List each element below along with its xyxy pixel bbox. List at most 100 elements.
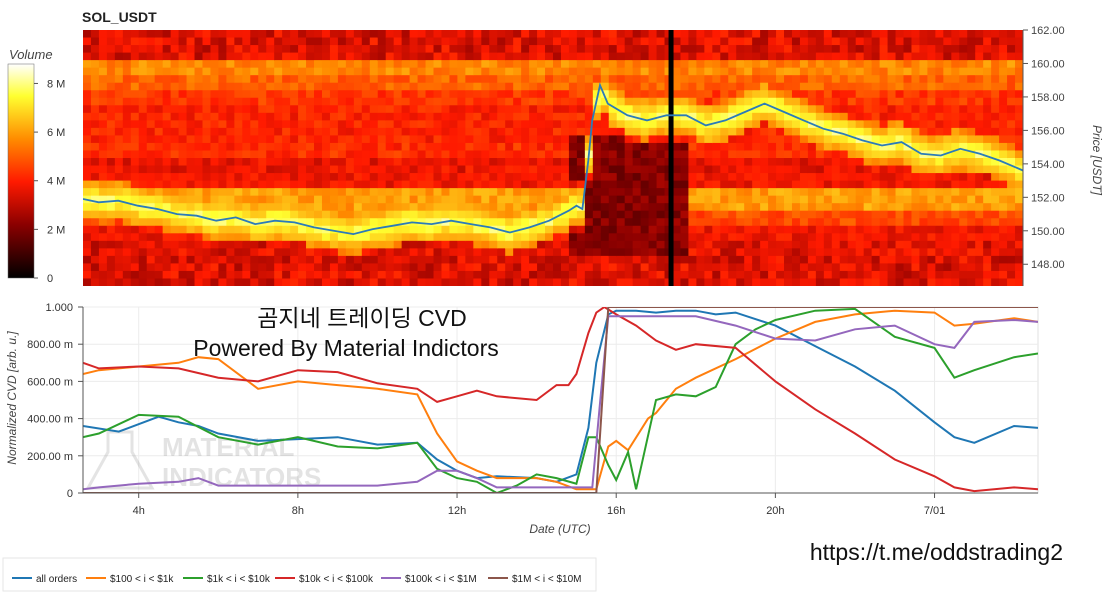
heatmap-cell	[983, 188, 992, 197]
heatmap-cell	[712, 195, 721, 204]
heatmap-cell	[887, 45, 897, 54]
heatmap-cell	[784, 112, 793, 121]
heatmap-cell	[863, 270, 873, 280]
heatmap-cell	[306, 67, 315, 76]
heatmap-cell	[943, 112, 952, 121]
cvd-series-line	[83, 315, 1038, 491]
heatmap-cell	[529, 158, 538, 167]
heatmap-cell	[210, 225, 220, 234]
heatmap-cell	[927, 52, 936, 61]
heatmap-cell	[210, 203, 220, 212]
heatmap-cell	[218, 225, 227, 234]
legend-label[interactable]: $1k < i < $10k	[207, 574, 271, 585]
heatmap-cell	[290, 180, 299, 189]
heatmap-cell	[545, 112, 554, 121]
heatmap-cell	[784, 60, 793, 69]
heatmap-cell	[186, 97, 196, 106]
heatmap-cell	[98, 120, 108, 129]
heatmap-cell	[600, 150, 610, 159]
heatmap-cell	[712, 67, 721, 76]
heatmap-cell	[409, 82, 419, 91]
heatmap-cell	[560, 210, 570, 219]
legend-label[interactable]: $10k < i < $100k	[299, 574, 374, 585]
heatmap-cell	[784, 120, 793, 129]
heatmap-cell	[999, 120, 1008, 129]
heatmap-cell	[600, 210, 610, 219]
heatmap-cell	[935, 180, 944, 189]
heatmap-cell	[314, 203, 323, 212]
heatmap-cell	[975, 203, 984, 212]
heatmap-cell	[704, 82, 713, 91]
heatmap-cell	[959, 60, 968, 69]
legend-label[interactable]: $100 < i < $1k	[110, 574, 174, 585]
heatmap-cell	[154, 127, 164, 137]
heatmap-cell	[449, 240, 459, 249]
heatmap-cell	[648, 270, 658, 280]
heatmap-cell	[545, 255, 554, 265]
heatmap-cell	[226, 180, 235, 189]
heatmap-cell	[919, 255, 929, 265]
heatmap-cell	[712, 240, 721, 249]
price-tick-label: 158.00	[1031, 92, 1065, 104]
heatmap-cell	[361, 75, 371, 84]
heatmap-cell	[640, 255, 650, 265]
legend-label[interactable]: all orders	[36, 574, 77, 585]
heatmap-cell	[616, 112, 626, 121]
heatmap-cell	[959, 120, 968, 129]
heatmap-cell	[114, 158, 124, 167]
heatmap-cell	[194, 173, 204, 182]
heatmap-cell	[927, 82, 936, 91]
heatmap-cell	[600, 105, 610, 114]
heatmap-cell	[449, 135, 459, 144]
telegram-url[interactable]: https://t.me/oddstrading2	[810, 539, 1063, 565]
heatmap-cell	[218, 203, 227, 212]
heatmap-cell	[720, 37, 729, 46]
heatmap-cell	[768, 233, 777, 242]
heatmap-cell	[226, 248, 235, 257]
heatmap-cell	[234, 75, 243, 84]
heatmap-cell	[839, 278, 849, 286]
heatmap-cell	[353, 218, 363, 227]
heatmap-cell	[210, 195, 220, 204]
heatmap-cell	[999, 188, 1008, 197]
heatmap-cell	[999, 195, 1008, 204]
heatmap-cell	[425, 52, 435, 61]
heatmap-cell	[513, 240, 522, 249]
heatmap-cell	[162, 127, 172, 137]
heatmap-cell	[553, 165, 562, 174]
heatmap-cell	[632, 203, 642, 212]
heatmap-cell	[489, 105, 498, 114]
heatmap-cell	[815, 210, 825, 219]
heatmap-cell	[847, 105, 857, 114]
legend-label[interactable]: $1M < i < $10M	[512, 574, 581, 585]
heatmap-cell	[505, 173, 514, 182]
heatmap-cell	[226, 75, 235, 84]
heatmap-cell	[425, 120, 435, 129]
heatmap-cell	[98, 195, 108, 204]
heatmap-cell	[935, 82, 944, 91]
heatmap-cell	[529, 120, 538, 129]
heatmap-cell	[154, 203, 164, 212]
heatmap-cell	[345, 180, 355, 189]
heatmap-cell	[600, 120, 610, 129]
heatmap-cell	[799, 278, 809, 286]
heatmap-cell	[162, 97, 172, 106]
heatmap-cell	[162, 278, 172, 286]
heatmap-cell	[760, 45, 769, 54]
heatmap-cell	[138, 37, 148, 46]
heatmap-cell	[991, 120, 1000, 129]
heatmap-cell	[776, 158, 785, 167]
heatmap-cell	[274, 45, 283, 54]
heatmap-cell	[887, 195, 897, 204]
heatmap-cell	[560, 270, 570, 280]
heatmap-cell	[616, 67, 626, 76]
heatmap-cell	[815, 270, 825, 280]
heatmap-cell	[298, 90, 307, 99]
legend-label[interactable]: $100k < i < $1M	[405, 574, 477, 585]
heatmap-cell	[202, 75, 212, 84]
heatmap-cell	[425, 188, 435, 197]
heatmap-cell	[329, 120, 339, 129]
flask-icon	[85, 430, 155, 490]
heatmap-cell	[513, 195, 522, 204]
heatmap-cell	[433, 105, 443, 114]
